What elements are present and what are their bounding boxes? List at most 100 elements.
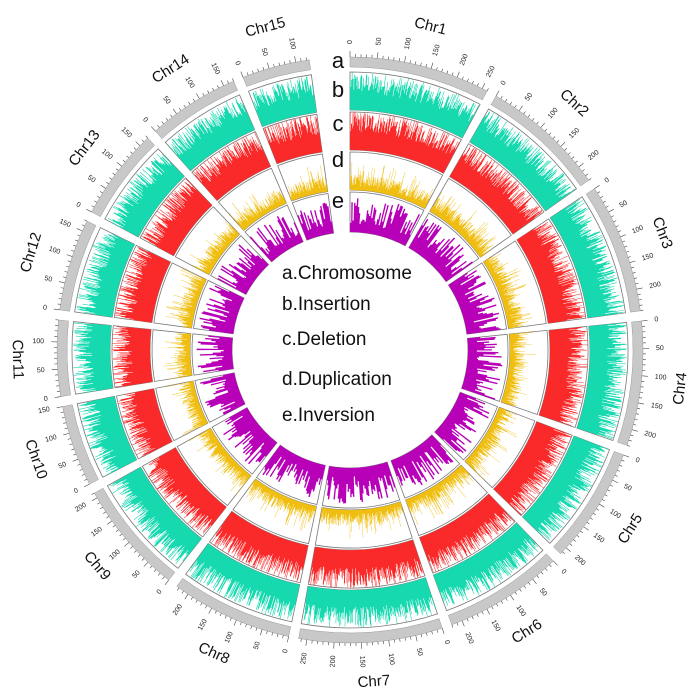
minor-tick [224, 615, 227, 619]
minor-tick [500, 96, 503, 99]
minor-tick [103, 511, 106, 514]
histogram-duplication-chr9 [188, 428, 251, 495]
minor-tick [585, 173, 589, 176]
tick-label: 0 [42, 304, 47, 311]
minor-tick [250, 625, 252, 629]
minor-tick [613, 220, 617, 223]
minor-tick [536, 575, 540, 579]
minor-tick [289, 60, 291, 64]
track-frame-duplication-chr9 [176, 427, 252, 507]
tick-label: 50 [58, 461, 68, 470]
minor-tick [97, 195, 100, 198]
track-frame-inversion-chr11 [191, 333, 234, 376]
minor-tick [130, 546, 133, 549]
major-tick [456, 71, 460, 78]
chromosome-label-chr15: Chr15 [243, 14, 287, 41]
histogram-inversion-chr9 [223, 407, 277, 465]
track-frame-inversion-chr7 [321, 461, 401, 509]
minor-tick [631, 266, 635, 269]
minor-tick [122, 537, 126, 541]
ideogram-chr8 [176, 577, 292, 637]
major-tick [415, 635, 418, 642]
minor-tick [212, 87, 215, 91]
minor-tick [183, 104, 186, 108]
tick-label: 50 [538, 587, 548, 598]
minor-tick [227, 80, 229, 84]
tick-label: 150 [209, 62, 220, 76]
histogram-inversion-chr10 [200, 372, 246, 415]
minor-tick [58, 298, 62, 300]
major-tick [641, 320, 648, 322]
histogram-duplication-chr11 [163, 333, 193, 380]
minor-tick [141, 558, 145, 561]
minor-tick [245, 624, 247, 628]
minor-tick [106, 516, 109, 519]
minor-tick [617, 469, 621, 472]
histogram-inversion-chr6 [391, 434, 454, 486]
tick-label: 0 [500, 80, 508, 87]
tracks-layer [71, 71, 629, 629]
chromosome-label-chr13: Chr13 [65, 127, 103, 170]
minor-tick [145, 135, 148, 139]
minor-tick [481, 611, 484, 615]
minor-tick [130, 151, 133, 154]
minor-tick [190, 597, 193, 600]
major-tick [54, 396, 61, 398]
minor-tick [580, 530, 583, 534]
minor-tick [77, 234, 81, 237]
histogram-inversion-chr13 [217, 244, 269, 295]
minor-tick [410, 636, 412, 640]
tick-label: 50 [260, 48, 269, 58]
minor-tick [188, 101, 191, 105]
chromosome-label-chr4: Chr4 [670, 371, 691, 405]
major-tick [287, 636, 289, 643]
minor-tick [149, 565, 153, 569]
ideogram-chr7 [298, 618, 443, 644]
major-tick [636, 287, 643, 290]
major-tick [72, 458, 79, 462]
minor-tick [399, 638, 401, 642]
tick-label: 150 [490, 619, 502, 633]
tick-label: 150 [38, 406, 51, 415]
tick-label: 0 [282, 648, 290, 653]
tick-label: 0 [44, 396, 49, 404]
track-letter-d: d [332, 147, 344, 172]
histogram-deletion-chr3 [516, 221, 586, 324]
chromosome-label-chr1: Chr1 [413, 14, 449, 38]
minor-tick [69, 443, 73, 445]
tick-label: 0 [560, 568, 568, 576]
minor-tick [576, 535, 580, 538]
tick-label: 200 [587, 149, 601, 162]
minor-tick [597, 191, 601, 194]
minor-tick [414, 61, 417, 65]
ideogram-chr14 [154, 80, 238, 139]
histogram-inversion-chr3 [448, 270, 501, 335]
track-frame-insertion-chr13 [104, 148, 185, 238]
minor-tick [252, 70, 254, 74]
major-tick [106, 520, 113, 525]
track-frame-deletion-chr9 [141, 447, 227, 538]
track-frame-insertion-chr1 [349, 71, 481, 139]
minor-tick [255, 627, 258, 631]
histogram-insertion-chr5 [522, 435, 609, 541]
minor-tick [192, 98, 196, 102]
minor-tick [514, 104, 517, 108]
minor-tick [219, 613, 222, 617]
histogram-insertion-chr10 [78, 396, 137, 476]
minor-tick [628, 439, 632, 442]
tick-label: 150 [358, 656, 365, 668]
major-tick [196, 93, 200, 99]
histogram-deletion-chr12 [114, 246, 171, 323]
histogram-inversion-chr7 [326, 462, 396, 504]
minor-tick [431, 631, 433, 635]
tick-label: 0 [604, 177, 611, 185]
minor-tick [549, 564, 552, 568]
histogram-inversion-chr11 [196, 335, 234, 373]
tick-label: 200 [643, 430, 656, 440]
minor-tick [59, 292, 63, 294]
ideogram-chr12 [59, 220, 97, 312]
major-tick [620, 234, 626, 238]
track-frame-duplication-chr13 [174, 206, 241, 276]
minor-tick [425, 64, 427, 68]
major-tick [641, 375, 648, 377]
